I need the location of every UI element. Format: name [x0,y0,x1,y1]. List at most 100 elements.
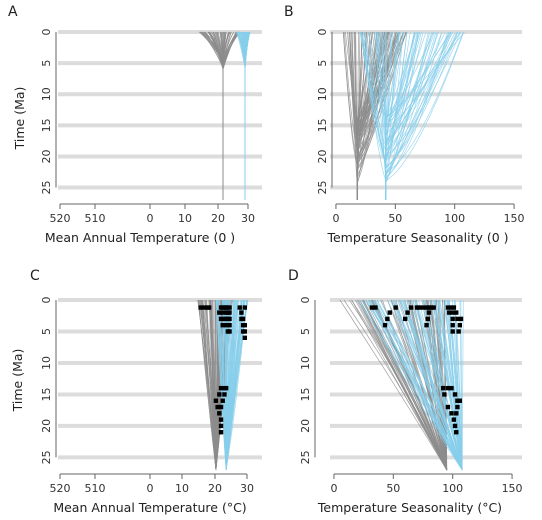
y-tick-label: 0 [40,29,53,36]
x-tick-label: 10 [178,212,192,225]
lineage-line [222,31,238,200]
lineage-line [461,299,464,471]
panel-c-letter: C [30,268,40,284]
data-point [456,329,461,334]
data-point [223,322,229,328]
data-point [217,392,222,397]
lineage-line [385,31,422,200]
data-point [227,305,232,310]
lineage-line [377,31,387,200]
lineage-line [222,31,241,200]
y-tick-label: 15 [299,387,312,401]
data-point [227,310,232,315]
lineage-line [210,299,217,471]
data-point [455,316,460,322]
x-tick-label: 100 [442,482,463,495]
data-point [237,305,242,310]
data-point [220,322,225,328]
data-point [454,411,459,416]
lineage-line [199,299,217,471]
data-point [242,322,248,328]
lineage-line [385,31,448,200]
data-point [446,310,452,315]
data-point [455,404,460,410]
data-point [452,392,458,397]
y-tick-label: 5 [40,328,53,335]
y-tick-label: 25 [299,450,312,464]
data-point [424,322,429,328]
x-tick-label: 510 [85,212,106,225]
data-point [227,329,232,334]
y-tick-label: 20 [40,149,53,163]
lineage-line [385,31,450,200]
lineage-line [342,31,358,200]
lineage-line [244,31,248,200]
y-tick-label: 25 [40,450,53,464]
x-tick-label: 30 [241,212,255,225]
data-point [213,398,219,403]
data-point [218,430,224,435]
data-point [449,305,454,310]
lineage-line [372,299,463,471]
data-point [451,417,457,422]
lineage-line [204,31,224,200]
data-point [222,392,227,397]
x-tick-label: 10 [175,482,189,495]
data-point [239,310,244,315]
lineage-line [216,299,227,471]
data-point [206,305,212,310]
lineage-line [385,31,424,200]
data-point [450,322,455,328]
x-tick-label: 150 [502,482,523,495]
data-point [442,392,447,397]
panel-d-letter: D [288,268,299,284]
data-point [218,316,224,322]
x-tick-label: 50 [388,212,402,225]
lineage-line [359,299,463,471]
y-tick-label: 20 [316,149,329,163]
data-point [201,305,207,310]
lineage-line [374,299,463,471]
panel-d-plot: 0 5 10 15 20 25 0 50 100 150 [299,297,523,496]
lineage-line [361,299,463,471]
data-point [198,305,203,310]
panel-b: B 0 5 10 15 20 25 0 50 100 150 Temperature Season… [284,4,525,245]
data-point [227,322,232,328]
panel-b-plot: 0 5 10 15 20 25 0 50 100 150 [316,29,525,226]
data-point [242,305,248,310]
lineage-line [365,299,463,471]
lineage-line [214,299,217,471]
panel-b-letter: B [284,4,294,20]
lineage-line [225,299,236,471]
y-tick-label: 10 [40,87,53,101]
lineage-line [410,299,463,471]
y-tick-label: 10 [40,356,53,370]
lineage-line [402,299,463,471]
x-tick-label: 520 [50,482,71,495]
x-tick-label: 100 [444,212,465,225]
data-point [218,417,224,422]
data-point [218,385,224,391]
panel-b-xlabel: Temperature Seasonality (0 ) [326,230,508,245]
y-tick-label: 0 [316,29,329,36]
lineage-line [215,31,224,200]
data-point [420,305,426,310]
panel-c-ylabel: Time (Ma) [10,349,25,413]
data-point [449,385,454,391]
lineage-line [385,31,458,200]
y-tick-label: 5 [40,60,53,67]
data-point [369,305,375,310]
data-point [445,305,451,310]
data-point [424,305,429,310]
panel-a-ylabel: Time (Ma) [12,87,27,151]
lineage-line [356,31,373,200]
data-point [373,305,378,310]
panel-a-letter: A [8,4,18,20]
data-point [449,411,454,416]
data-point [450,310,455,315]
x-tick-label: 0 [330,482,337,495]
data-point [217,411,222,416]
y-tick-label: 5 [299,328,312,335]
